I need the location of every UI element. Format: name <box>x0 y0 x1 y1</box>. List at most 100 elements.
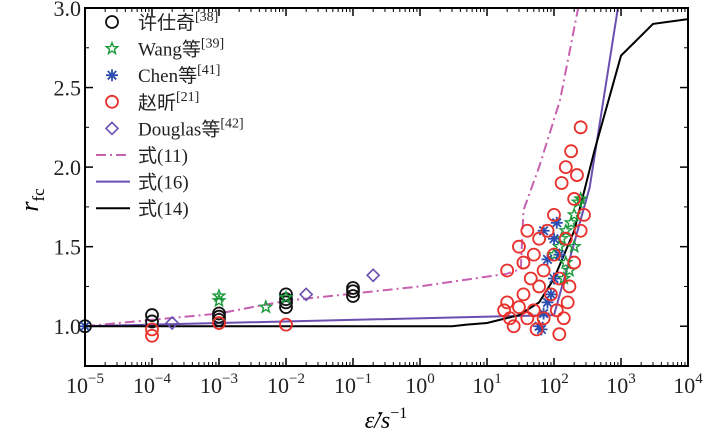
x-tick-exp: −1 <box>356 371 372 387</box>
x-tick-label: 104 <box>673 371 703 398</box>
x-tick-label: 10−2 <box>267 371 305 398</box>
legend-label-6: 式(16) <box>138 172 189 194</box>
legend-item-2: Chen等[41] <box>106 63 220 87</box>
legend-item-3: 赵昕[21] <box>105 90 199 114</box>
legend-ref: [39] <box>201 37 224 52</box>
data-point-s3-11 <box>516 255 531 270</box>
data-point-s1-3 <box>278 289 294 305</box>
data-point-s3-27 <box>549 303 564 318</box>
data-point-s3-14 <box>520 223 535 238</box>
data-point-s3-30 <box>558 231 573 246</box>
x-tick-base: 10 <box>673 373 695 398</box>
legend-name: Wang等 <box>138 39 201 61</box>
data-point-s3-24 <box>544 287 558 302</box>
data-point-s3-18 <box>529 322 544 337</box>
data-point-s1-7 <box>558 254 574 270</box>
data-point-s3-5 <box>500 295 515 310</box>
legend-name: Chen等 <box>138 65 197 87</box>
data-point-s3-23 <box>540 223 555 238</box>
data-point-s3-1 <box>145 328 159 343</box>
x-tick-exp: 2 <box>561 371 569 387</box>
legend-item-7: 式(14) <box>96 198 189 220</box>
data-point-s3-2 <box>212 316 226 330</box>
y-tick-label: 1.5 <box>54 235 82 260</box>
legend-label-2: Chen等[41] <box>138 63 220 87</box>
legend-item-5: 式(11) <box>96 145 188 167</box>
data-point-s3-16 <box>526 247 541 262</box>
legend-ref: [41] <box>197 63 220 78</box>
data-point-s3-15 <box>523 271 538 286</box>
data-point-s3-36 <box>570 168 584 182</box>
data-point-s2-8 <box>550 216 563 229</box>
data-point-s3-35 <box>567 255 582 270</box>
data-point-s3-8 <box>506 319 521 334</box>
x-tick-exp: −5 <box>88 371 104 387</box>
legend-item-0: 许仕奇[38] <box>105 10 218 34</box>
data-point-s2-5 <box>544 288 557 301</box>
data-point-s3-3 <box>279 317 293 332</box>
data-point-s1-0 <box>211 288 227 303</box>
x-tick-base: 10 <box>606 373 628 398</box>
legend-item-1: Wang等[39] <box>104 37 224 61</box>
data-point-s3-17 <box>526 303 541 318</box>
data-point-s4-1 <box>299 287 314 302</box>
x-tick-label: 102 <box>539 371 569 398</box>
data-point-s3-7 <box>503 311 517 326</box>
legend-marker-4 <box>104 121 120 136</box>
legend-label-3: 赵昕[21] <box>138 90 199 114</box>
x-tick-exp: −4 <box>155 371 171 387</box>
data-point-s4-2 <box>366 268 381 283</box>
data-point-s1-13 <box>566 238 582 254</box>
data-point-s2-7 <box>548 232 560 245</box>
legend-ref: [42] <box>220 116 243 131</box>
x-tick-base: 10 <box>267 373 289 398</box>
data-point-s1-2 <box>258 299 274 314</box>
x-tick-label: 10−1 <box>334 371 372 398</box>
x-tick-label: 100 <box>405 371 435 398</box>
data-point-s3-33 <box>564 144 579 159</box>
data-point-s1-9 <box>563 214 579 230</box>
data-point-s3-6 <box>497 303 512 318</box>
legend-label-5: 式(11) <box>138 145 188 167</box>
data-point-s3-21 <box>536 311 551 326</box>
data-point-s3-4 <box>500 263 515 278</box>
data-point-s3-25 <box>547 207 561 222</box>
y-tick-label: 2.5 <box>54 76 82 101</box>
legend-marker-3 <box>105 94 119 109</box>
legend-ref: [21] <box>176 90 199 105</box>
x-tick-label: 10−3 <box>200 371 238 398</box>
plot-frame <box>84 7 689 367</box>
data-point-s1-1 <box>211 292 227 308</box>
y-axis-label: rfc <box>15 188 48 212</box>
y-tick-label: 3.0 <box>54 0 82 21</box>
x-tick-base: 10 <box>66 373 88 398</box>
x-tick-base: 10 <box>539 373 561 398</box>
data-point-s3-39 <box>577 207 591 222</box>
legend-name: 式(16) <box>138 172 189 194</box>
y-tick-label: 2.0 <box>54 155 82 180</box>
x-tick-exp: 0 <box>427 371 435 387</box>
data-point-s3-9 <box>512 300 526 315</box>
data-point-s3-19 <box>532 231 547 246</box>
data-point-s0-8 <box>279 295 293 310</box>
data-point-s0-11 <box>346 284 360 299</box>
x-tick-exp: 4 <box>695 371 703 387</box>
y-tick-label: 1.0 <box>54 314 82 339</box>
data-point-s3-34 <box>567 192 582 206</box>
legend-name: Douglas等 <box>138 118 220 140</box>
plot-marks <box>78 7 689 343</box>
x-tick-exp: −2 <box>289 371 305 387</box>
legend-item-6: 式(16) <box>96 172 189 194</box>
legend-ref: [38] <box>195 10 218 25</box>
data-point-s2-11 <box>541 253 554 266</box>
data-point-s3-13 <box>520 311 535 326</box>
x-tick-label: 10−4 <box>133 371 171 398</box>
legend-label-7: 式(14) <box>138 198 189 220</box>
x-tick-base: 10 <box>200 373 222 398</box>
legend-item-4: Douglas等[42] <box>104 116 244 140</box>
data-point-s0-2 <box>145 314 159 329</box>
legend-marker-0 <box>105 15 119 29</box>
data-point-s3-28 <box>552 271 567 286</box>
legend-label-4: Douglas等[42] <box>138 116 244 140</box>
data-point-s3-12 <box>516 287 531 302</box>
